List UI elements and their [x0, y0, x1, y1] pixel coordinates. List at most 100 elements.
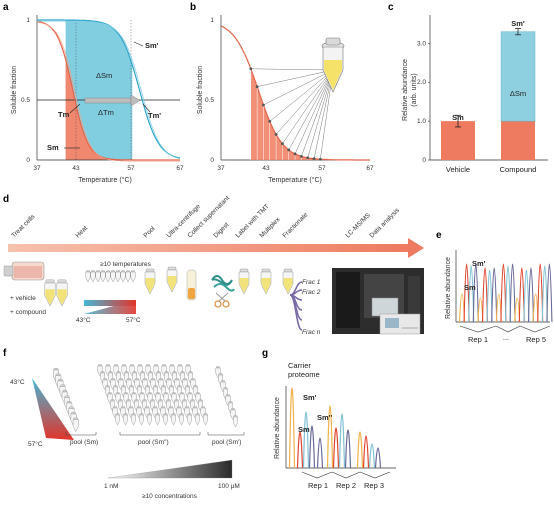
- x-tick: 57: [127, 165, 135, 172]
- label-tube-icon: [238, 268, 250, 295]
- delta-tm-arrow: [84, 97, 132, 104]
- grid-tube-icon: [195, 413, 200, 426]
- sample-point: [255, 85, 259, 89]
- tube-cap: [137, 364, 142, 367]
- workflow-arrow: [8, 244, 408, 252]
- grid-tube-icon: [171, 413, 176, 426]
- vehicle-label: + vehicle: [10, 295, 36, 302]
- tube-cap: [163, 392, 168, 395]
- concentration-ramp: [107, 459, 233, 479]
- y-axis-label: Relative abundance: [445, 257, 452, 319]
- tube-cap: [218, 373, 223, 376]
- y-axis-label: Soluble fraction: [197, 66, 204, 114]
- peak: [296, 431, 304, 469]
- fraction-fibre: [289, 289, 303, 296]
- sm-prime-label: Sm': [511, 19, 525, 28]
- tube-cap: [156, 371, 161, 374]
- heat-tube-strip: [85, 270, 136, 283]
- tube-cap: [134, 378, 139, 381]
- heat-tube-icon: [85, 270, 91, 283]
- heat-tube-icon: [90, 270, 96, 283]
- y-tick: 3.0: [417, 40, 426, 47]
- peak: [500, 263, 507, 323]
- y-tick: 0.5: [21, 97, 30, 104]
- tube-body: [100, 271, 106, 283]
- tube-cap: [164, 371, 169, 374]
- fraction-label: Frac 1: [302, 279, 321, 286]
- column-tube-icon: [233, 415, 238, 428]
- tube-cap: [166, 378, 171, 381]
- rep-label: Rep 3: [364, 481, 384, 490]
- tube-cap: [171, 392, 176, 395]
- tube-cap: [85, 270, 90, 273]
- sm-curve: [36, 20, 180, 161]
- tube-cap: [66, 401, 72, 404]
- tube-liquid: [45, 289, 55, 306]
- peak: [463, 263, 470, 323]
- panel-d-letter: d: [3, 194, 9, 205]
- tube-cap: [225, 394, 230, 397]
- tube-cap: [62, 390, 68, 393]
- peak: [344, 429, 352, 469]
- tube-cap: [55, 373, 61, 376]
- grid-tube-icon: [131, 413, 136, 426]
- sample-line: [301, 69, 334, 157]
- tube-cap: [110, 270, 115, 273]
- tube-body: [147, 414, 152, 426]
- tube-cap: [193, 385, 198, 388]
- tube-cap: [121, 385, 126, 388]
- sampling-points: [249, 67, 322, 161]
- rep-bracket: [519, 325, 551, 333]
- tube-cap: [120, 270, 125, 273]
- sm-label: Sm: [464, 283, 476, 292]
- peak: [288, 387, 296, 469]
- tube-cap: [73, 417, 79, 420]
- tube-cap: [168, 406, 173, 409]
- tube-cap: [105, 385, 110, 388]
- tube-cap: [167, 266, 177, 271]
- panel-b-letter: b: [190, 2, 196, 13]
- tube-cap: [105, 270, 110, 273]
- delta-sm-area: [65, 20, 133, 160]
- panel-c: c 0 1.0 2.0 3.0 Relative abundance (arb. un…: [388, 2, 548, 174]
- tube-cap: [180, 371, 185, 374]
- bar-Sm: [441, 121, 475, 160]
- sample-point: [312, 157, 316, 161]
- sample-point: [274, 132, 278, 136]
- step-label: Collect supernatant: [186, 195, 231, 240]
- x-tick: 37: [217, 165, 225, 172]
- x-tick: 43: [72, 165, 80, 172]
- tube-body: [95, 271, 101, 283]
- y-tick: 0: [26, 157, 30, 164]
- step-label: Data analysis: [368, 206, 401, 239]
- strip-tube-icon: [72, 417, 79, 433]
- x-tick: 37: [33, 165, 41, 172]
- tube-cap: [187, 413, 192, 416]
- sample-line: [294, 69, 334, 154]
- tube-cap: [115, 413, 120, 416]
- carrier-label: Carrier proteome: [288, 361, 320, 379]
- heat-tube-icon: [105, 270, 111, 283]
- tube-cap: [139, 413, 144, 416]
- sample-point: [318, 157, 322, 161]
- tube-cap: [145, 268, 155, 273]
- tube-cap: [233, 415, 238, 418]
- workflow-tubes: [144, 266, 294, 301]
- tube-cap: [126, 378, 131, 381]
- tube-cap: [110, 378, 115, 381]
- pool-sm-label: pool (Sm): [70, 439, 98, 446]
- x-tick: 67: [366, 165, 374, 172]
- tube-cap: [223, 387, 228, 390]
- tube-cap: [160, 406, 165, 409]
- sm-label: Sm: [452, 113, 464, 122]
- peak: [308, 425, 316, 469]
- step-label: Heat: [74, 225, 89, 240]
- treated-tubes: [44, 279, 68, 307]
- sm-label: Sm: [298, 425, 310, 434]
- tube-cap: [171, 413, 176, 416]
- y-axis-label-2: (arb. units): [411, 73, 418, 106]
- pool-smpp-label: pool (Sm''): [138, 439, 169, 446]
- step-label: Treat cells: [10, 213, 37, 240]
- delta-tm-arrow-head: [130, 94, 141, 107]
